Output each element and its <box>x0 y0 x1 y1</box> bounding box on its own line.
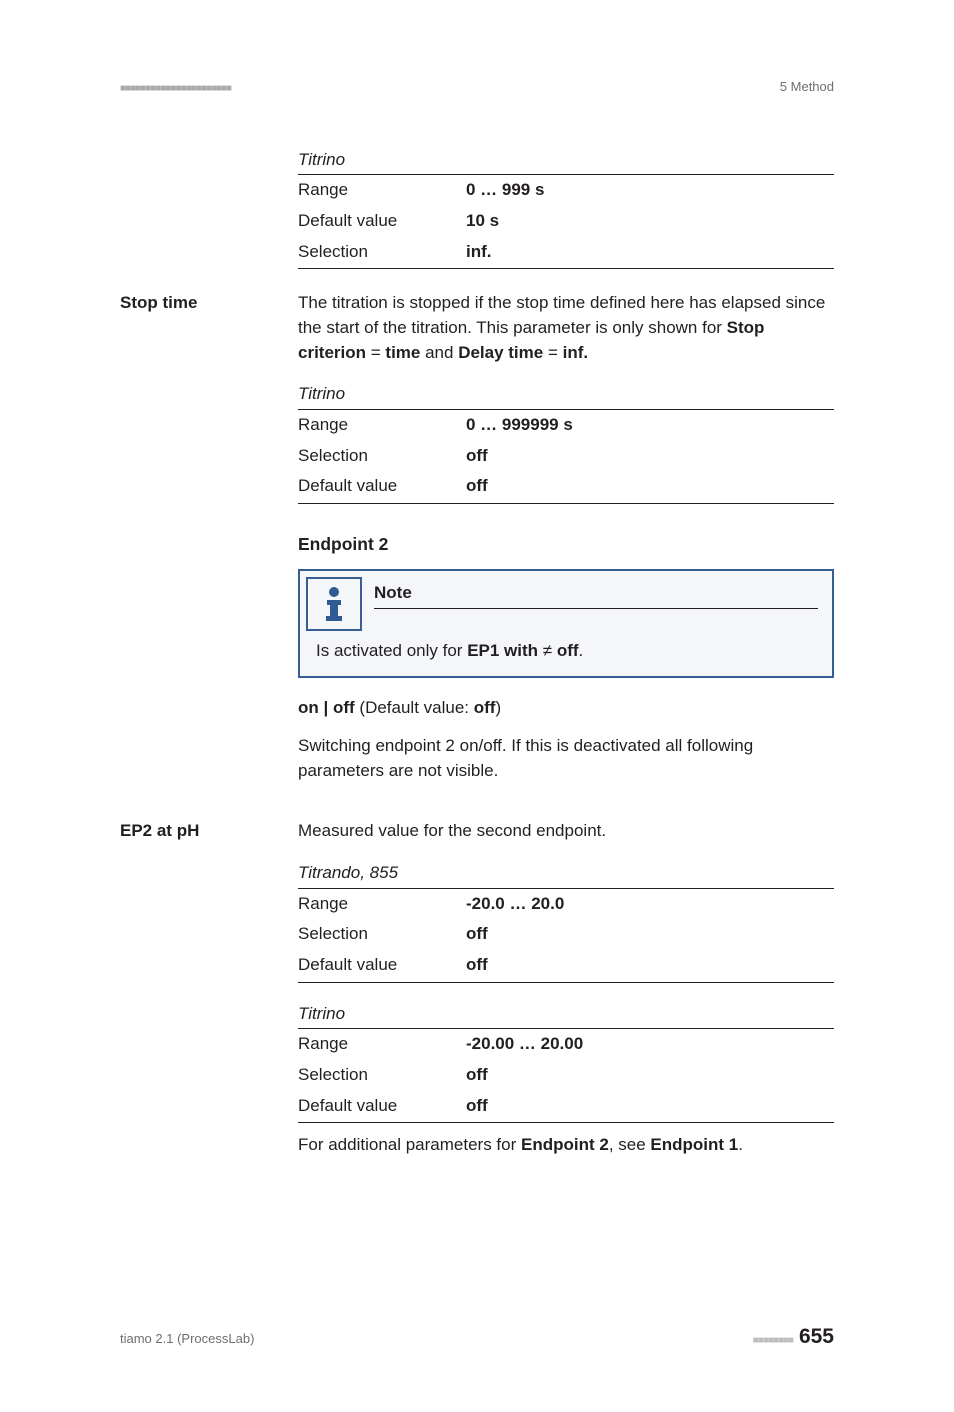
ep2-footer-note: For additional parameters for Endpoint 2… <box>298 1133 834 1158</box>
device-label: Titrino <box>298 145 834 175</box>
text: , see <box>609 1135 651 1154</box>
note-box: Note Is activated only for EP1 with ≠ of… <box>298 569 834 677</box>
text: Is activated only for <box>316 641 467 660</box>
text: = <box>366 343 385 362</box>
text-bold: Delay time <box>458 343 543 362</box>
param-label: Selection <box>298 237 466 269</box>
text-bold: off <box>474 698 496 717</box>
param-value: off <box>466 950 834 982</box>
footer-right: ■■■■■■■■ 655 <box>753 1322 834 1352</box>
param-label: Selection <box>298 919 466 950</box>
param-value: 10 s <box>466 206 834 237</box>
param-label: Range <box>298 888 466 919</box>
param-value: 0 … 999999 s <box>466 409 834 440</box>
text: ≠ <box>538 641 557 660</box>
text: ) <box>495 698 501 717</box>
page-header: ■■■■■■■■■■■■■■■■■■■■■■ 5 Method <box>120 78 834 97</box>
param-label: Default value <box>298 206 466 237</box>
footer-left: tiamo 2.1 (ProcessLab) <box>120 1330 254 1349</box>
ep2-label: EP2 at pH <box>120 821 199 840</box>
param-label: Range <box>298 1029 466 1060</box>
text: For additional parameters for <box>298 1135 521 1154</box>
header-left-marks: ■■■■■■■■■■■■■■■■■■■■■■ <box>120 82 231 97</box>
note-title: Note <box>374 581 818 609</box>
param-value: 0 … 999 s <box>466 175 834 206</box>
param-label: Default value <box>298 1091 466 1123</box>
text-bold: inf. <box>563 343 589 362</box>
text-bold: Endpoint 1 <box>650 1135 738 1154</box>
param-label: Default value <box>298 950 466 982</box>
param-table: Titrino Range 0 … 999 s Default value 10… <box>298 145 834 270</box>
text-bold: time <box>385 343 420 362</box>
stop-time-section: Stop time The titration is stopped if th… <box>120 291 834 797</box>
param-table: Titrino Range 0 … 999999 s Selection off… <box>298 379 834 504</box>
device-label: Titrino <box>298 999 834 1029</box>
stop-time-description: The titration is stopped if the stop tim… <box>298 291 834 365</box>
text: . <box>579 641 584 660</box>
param-value: off <box>466 919 834 950</box>
ep2-intro: Measured value for the second endpoint. <box>298 819 834 844</box>
param-value: off <box>466 471 834 503</box>
ep2-section: EP2 at pH Measured value for the second … <box>120 819 834 1171</box>
header-section-label: 5 Method <box>780 78 834 97</box>
titrino-block-1: Titrino Range 0 … 999 s Default value 10… <box>298 145 834 270</box>
param-value: -20.0 … 20.0 <box>466 888 834 919</box>
param-table: Titrino Range -20.00 … 20.00 Selection o… <box>298 999 834 1124</box>
param-value: off <box>466 441 834 472</box>
param-table: Titrando, 855 Range -20.0 … 20.0 Selecti… <box>298 858 834 983</box>
text-bold: EP1 with <box>467 641 538 660</box>
page-footer: tiamo 2.1 (ProcessLab) ■■■■■■■■ 655 <box>120 1322 834 1352</box>
param-label: Selection <box>298 1060 466 1091</box>
switch-description: Switching endpoint 2 on/off. If this is … <box>298 734 834 783</box>
param-value: inf. <box>466 237 834 269</box>
onoff-line: on | off (Default value: off) <box>298 696 834 721</box>
param-value: off <box>466 1091 834 1123</box>
text: and <box>420 343 458 362</box>
stop-time-label: Stop time <box>120 293 197 312</box>
param-label: Selection <box>298 441 466 472</box>
note-body: Is activated only for EP1 with ≠ off. <box>300 637 832 676</box>
param-label: Range <box>298 175 466 206</box>
text-bold: Endpoint 2 <box>521 1135 609 1154</box>
device-label: Titrando, 855 <box>298 858 834 888</box>
text: (Default value: <box>355 698 474 717</box>
text-bold: off <box>557 641 579 660</box>
text: . <box>738 1135 743 1154</box>
page-number: 655 <box>799 1325 834 1348</box>
param-label: Range <box>298 409 466 440</box>
note-header-row: Note <box>300 571 832 637</box>
footer-marks: ■■■■■■■■ <box>753 1335 793 1346</box>
text: = <box>543 343 562 362</box>
info-icon <box>306 577 362 631</box>
device-label: Titrino <box>298 379 834 409</box>
param-label: Default value <box>298 471 466 503</box>
param-value: -20.00 … 20.00 <box>466 1029 834 1060</box>
text-bold: on | off <box>298 698 355 717</box>
endpoint2-heading: Endpoint 2 <box>298 532 834 557</box>
param-value: off <box>466 1060 834 1091</box>
